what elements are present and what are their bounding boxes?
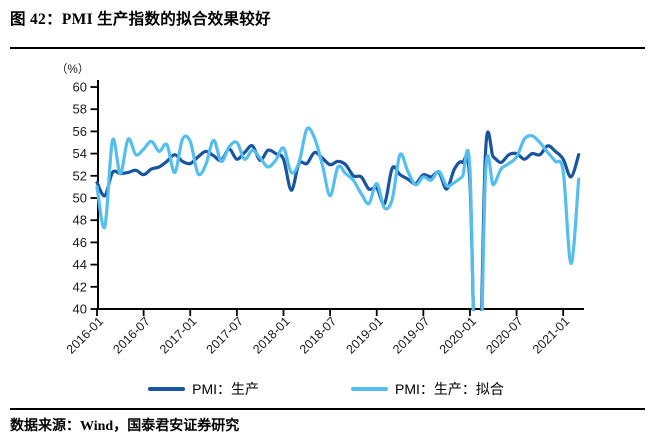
svg-text:2017-01: 2017-01 <box>157 314 199 356</box>
svg-text:2020-01: 2020-01 <box>437 314 479 356</box>
svg-text:2018-07: 2018-07 <box>297 314 339 356</box>
data-source: 数据来源：Wind，国泰君安证券研究 <box>10 419 240 434</box>
legend-line-pmi-actual-swatch <box>148 387 186 391</box>
svg-text:52: 52 <box>73 168 87 183</box>
svg-text:48: 48 <box>73 213 87 228</box>
svg-text:50: 50 <box>73 191 87 206</box>
svg-text:40: 40 <box>73 302 87 317</box>
legend-item-pmi-fitted: PMI：生产：拟合 <box>351 379 504 399</box>
svg-text:56: 56 <box>73 124 87 139</box>
legend-item-pmi-actual: PMI：生产 <box>148 379 259 399</box>
svg-text:44: 44 <box>73 257 87 272</box>
title-divider <box>10 47 645 49</box>
svg-text:46: 46 <box>73 235 87 250</box>
svg-text:2016-07: 2016-07 <box>110 314 152 356</box>
figure-title: 图 42：PMI 生产指数的拟合效果较好 <box>10 11 271 28</box>
svg-text:58: 58 <box>73 102 87 117</box>
svg-text:2020-07: 2020-07 <box>483 314 525 356</box>
svg-text:2019-07: 2019-07 <box>390 314 432 356</box>
svg-text:2017-07: 2017-07 <box>204 314 246 356</box>
svg-text:2018-01: 2018-01 <box>250 314 292 356</box>
svg-text:2021-01: 2021-01 <box>530 314 572 356</box>
legend-label-pmi-actual: PMI：生产 <box>192 381 259 397</box>
legend-label-pmi-fitted: PMI：生产：拟合 <box>395 381 504 397</box>
svg-text:60: 60 <box>73 80 87 95</box>
source-divider <box>10 408 645 410</box>
svg-text:42: 42 <box>73 279 87 294</box>
legend-line-pmi-fitted-swatch <box>351 387 388 391</box>
svg-text:54: 54 <box>73 146 87 161</box>
y-axis-unit-label: （%） <box>56 64 90 76</box>
svg-text:2016-01: 2016-01 <box>64 314 106 356</box>
svg-text:2019-01: 2019-01 <box>344 314 386 356</box>
chart-legend: PMI：生产 PMI：生产：拟合 <box>0 379 652 399</box>
